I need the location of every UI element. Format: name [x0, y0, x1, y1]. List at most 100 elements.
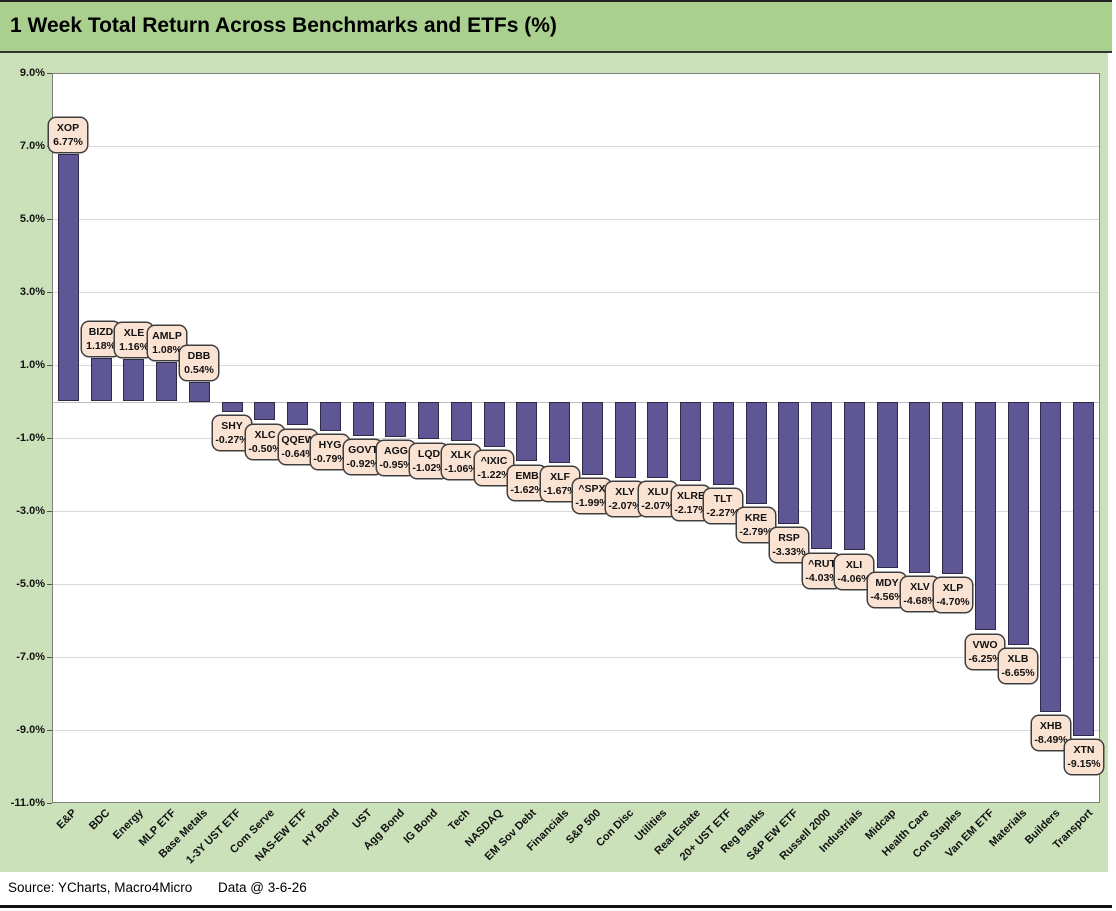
bar-label-value: -8.49%	[1034, 734, 1068, 746]
bar-label-value: -6.65%	[1001, 667, 1035, 679]
bar-label-value: -0.50%	[248, 443, 282, 455]
bar-label-ticker: QQEW	[281, 434, 315, 446]
bar-label-ticker: AGG	[384, 445, 408, 457]
bar-XHB	[1040, 402, 1061, 712]
bar-label-ticker: HYG	[318, 439, 342, 451]
bar-label-value: -6.25%	[968, 653, 1002, 665]
bar-label-ticker: XLP	[942, 582, 964, 594]
bar-EMB	[516, 402, 537, 461]
bar-label-ticker: XLK	[450, 449, 472, 461]
bar-label-value: 1.08%	[152, 344, 182, 356]
bar-label-value: -3.33%	[772, 546, 806, 558]
page-title: 1 Week Total Return Across Benchmarks an…	[10, 14, 557, 37]
gridline	[53, 292, 1099, 293]
bar-^SPX	[582, 402, 603, 475]
bar-XOP	[58, 154, 79, 401]
bar-label-XLI: XLI -4.06%	[834, 554, 874, 590]
bar-RSP	[778, 402, 799, 524]
bar-label-value: -2.07%	[608, 500, 642, 512]
bar-label-value: -4.68%	[903, 595, 937, 607]
bar-label-ticker: DBB	[187, 350, 211, 362]
bar-label-ticker: XLY	[615, 486, 635, 498]
y-axis-tick	[47, 73, 52, 74]
bar-XLP	[942, 402, 963, 574]
bar-label-ticker: KRE	[744, 512, 768, 524]
bar-SHY	[222, 402, 243, 412]
bar-label-ticker: MDY	[875, 577, 899, 589]
bar-label-XTN: XTN -9.15%	[1064, 739, 1104, 775]
y-axis-label: -3.0%	[16, 505, 45, 517]
bar-XTN	[1073, 402, 1094, 736]
bar-label-ticker: SHY	[221, 420, 243, 432]
bar-label-value: -4.70%	[936, 596, 970, 608]
bar-label-value: -0.27%	[215, 434, 249, 446]
bar-label-ticker: ^SPX	[578, 483, 606, 495]
bar-label-ticker: XLRE	[676, 490, 705, 502]
bar-label-value: -0.95%	[379, 459, 413, 471]
bar-HYG	[320, 402, 341, 431]
bar-label-ticker: XOP	[56, 122, 80, 134]
bar-label-ticker: XLB	[1007, 653, 1029, 665]
y-axis-tick	[47, 730, 52, 731]
bar-XLI	[844, 402, 865, 550]
bar-label-ticker: VWO	[972, 639, 998, 651]
y-axis-tick	[47, 584, 52, 585]
bar-label-XOP: XOP 6.77%	[48, 117, 88, 153]
bar-label-XLB: XLB -6.65%	[998, 648, 1038, 684]
bar-label-TLT: TLT -2.27%	[703, 488, 743, 524]
bar-XLB	[1008, 402, 1029, 645]
bar-label-ticker: GOVT	[348, 444, 378, 456]
bar-AMLP	[156, 362, 177, 401]
zero-axis-line	[53, 402, 1099, 403]
footer-bar: Source: YCharts, Macro4Micro Data @ 3-6-…	[0, 872, 1112, 908]
gridline	[53, 584, 1099, 585]
bar-label-ticker: EMB	[515, 470, 539, 482]
bar-label-ticker: XLI	[845, 559, 863, 571]
bar-^RUT	[811, 402, 832, 549]
bar-label-ticker: ^RUT	[808, 558, 836, 570]
bar-label-ticker: XLE	[123, 327, 145, 339]
bar-QQEW	[287, 402, 308, 425]
bar-label-value: 1.18%	[86, 340, 116, 352]
bar-label-ticker: XLV	[910, 581, 930, 593]
bar-label-value: -1.06%	[444, 463, 478, 475]
bar-label-value: -4.03%	[805, 572, 839, 584]
bar-GOVT	[353, 402, 374, 436]
y-axis-tick	[47, 292, 52, 293]
y-axis-tick	[47, 219, 52, 220]
y-axis-label: -11.0%	[10, 797, 45, 809]
gridline	[53, 730, 1099, 731]
bar-label-value: 6.77%	[53, 136, 83, 148]
bar-label-^IXIC: ^IXIC -1.22%	[474, 450, 514, 486]
title-band: 1 Week Total Return Across Benchmarks an…	[0, 0, 1112, 53]
gridline	[53, 657, 1099, 658]
gridline	[53, 438, 1099, 439]
bar-label-ticker: XLF	[550, 471, 570, 483]
bar-label-value: -1.99%	[575, 497, 609, 509]
bar-XLF	[549, 402, 570, 463]
bar-label-ticker: LQD	[417, 448, 441, 460]
bar-label-XLP: XLP -4.70%	[933, 577, 973, 613]
bar-XLK	[451, 402, 472, 441]
y-axis-label: -9.0%	[16, 724, 45, 736]
bar-LQD	[418, 402, 439, 439]
bar-label-DBB: DBB 0.54%	[179, 345, 219, 381]
bar-label-value: -4.56%	[870, 591, 904, 603]
bar-XLE	[123, 359, 144, 401]
bar-label-value: -0.64%	[281, 448, 315, 460]
y-axis-label: 3.0%	[19, 286, 45, 298]
bar-label-ticker: TLT	[713, 493, 733, 505]
bar-label-value: -2.79%	[739, 526, 773, 538]
y-axis-label: -5.0%	[16, 578, 45, 590]
bar-label-value: -1.67%	[543, 485, 577, 497]
bar-label-value: -1.02%	[412, 462, 446, 474]
y-axis-label: -7.0%	[16, 651, 45, 663]
bar-label-ticker: XLU	[647, 486, 669, 498]
bar-label-ticker: BIZD	[88, 326, 114, 338]
bar-label-ticker: XHB	[1039, 720, 1063, 732]
bar-XLU	[647, 402, 668, 478]
bar-label-value: -1.22%	[477, 469, 511, 481]
bar-label-ticker: AMLP	[152, 330, 182, 342]
bar-XLY	[615, 402, 636, 478]
